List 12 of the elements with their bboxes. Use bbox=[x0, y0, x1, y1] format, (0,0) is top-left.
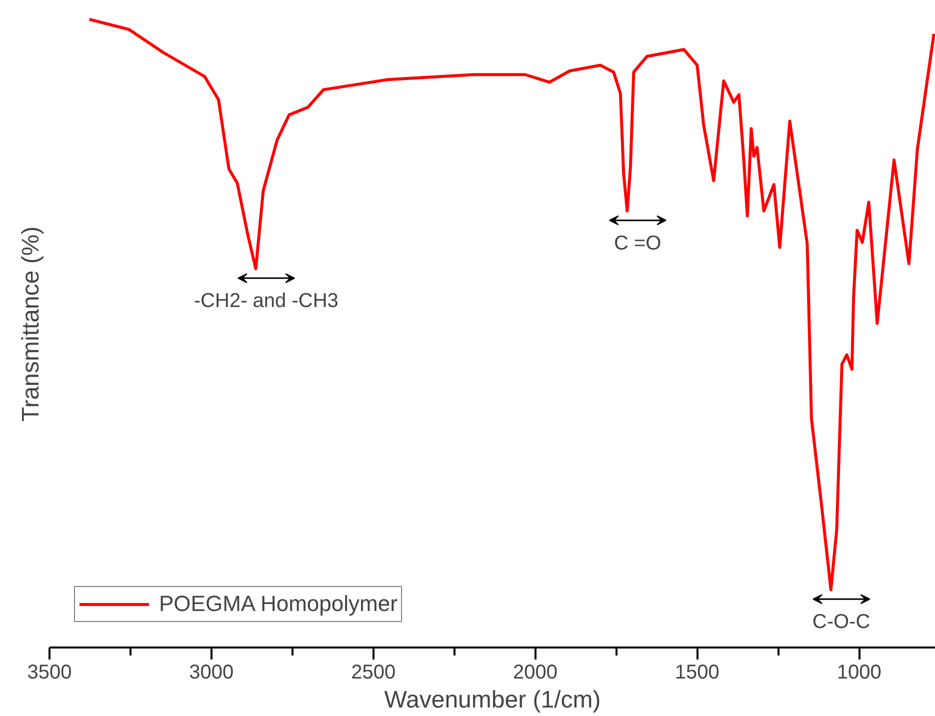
x-tick-label: 3000 bbox=[189, 662, 234, 684]
annotation: C =O bbox=[614, 232, 662, 254]
x-tick-label: 3500 bbox=[27, 662, 72, 684]
x-tick-label: 1500 bbox=[674, 662, 720, 684]
y-axis-title: Transmittance (%) bbox=[18, 226, 44, 422]
legend-label: POEGMA Homopolymer bbox=[159, 591, 398, 617]
x-tick-label: 1000 bbox=[836, 662, 882, 684]
annotation: -CH2- and -CH3 bbox=[194, 290, 338, 312]
x-axis-title: Wavenumber (1/cm) bbox=[384, 686, 601, 714]
x-tick-label: 2000 bbox=[513, 662, 558, 684]
annotation: C-O-C bbox=[812, 611, 870, 634]
x-tick-label: 2500 bbox=[351, 662, 396, 684]
